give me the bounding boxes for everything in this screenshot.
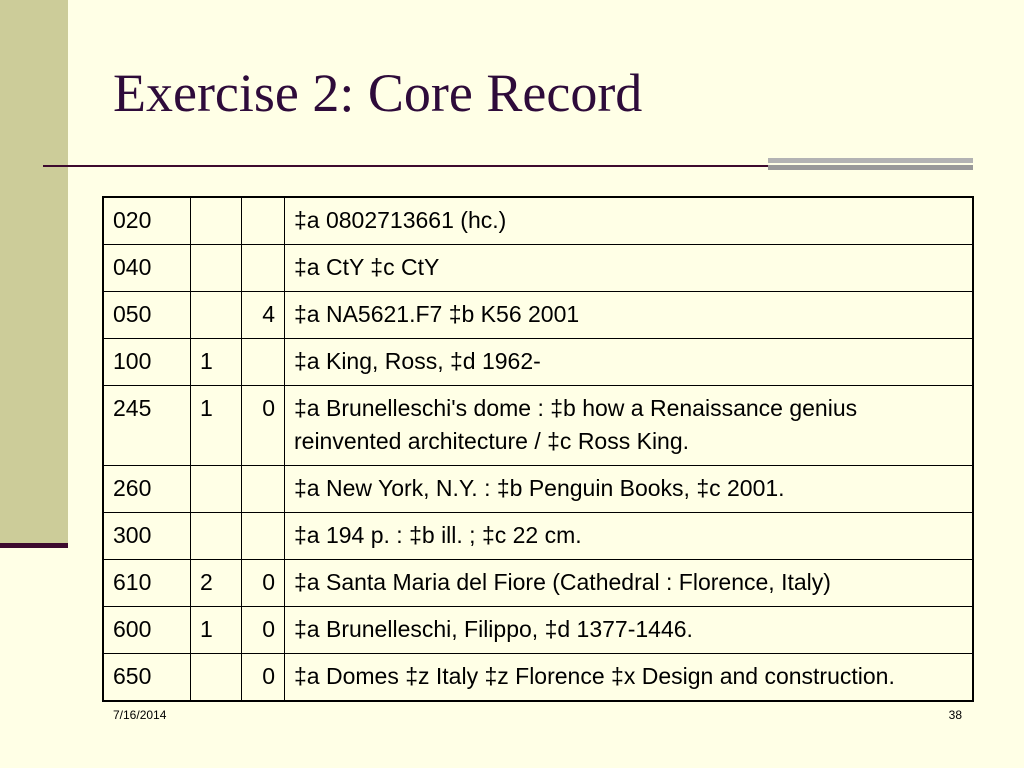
indicator-2 xyxy=(241,196,285,245)
field-content: ‡a NA5621.F7 ‡b K56 2001 xyxy=(284,291,974,339)
field-content: ‡a New York, N.Y. : ‡b Penguin Books, ‡c… xyxy=(284,465,974,513)
field-tag: 050 xyxy=(102,291,191,339)
table-row: 050 4 ‡a NA5621.F7 ‡b K56 2001 xyxy=(102,291,974,339)
indicator-2 xyxy=(241,244,285,292)
field-content: ‡a 0802713661 (hc.) xyxy=(284,196,974,245)
indicator-2: 0 xyxy=(241,385,285,466)
field-content: ‡a 194 p. : ‡b ill. ; ‡c 22 cm. xyxy=(284,512,974,560)
accent-bar-top xyxy=(768,158,973,163)
indicator-1: 1 xyxy=(190,606,242,654)
field-tag: 260 xyxy=(102,465,191,513)
left-decorative-bar xyxy=(0,0,68,545)
field-tag: 600 xyxy=(102,606,191,654)
field-content: ‡a Brunelleschi's dome : ‡b how a Renais… xyxy=(284,385,974,466)
table-row: 020 ‡a 0802713661 (hc.) xyxy=(102,196,974,245)
accent-bar-bottom xyxy=(768,165,973,170)
indicator-1 xyxy=(190,196,242,245)
field-tag: 610 xyxy=(102,559,191,607)
table-row: 100 1 ‡a King, Ross, ‡d 1962- xyxy=(102,338,974,386)
field-content: ‡a CtY ‡c CtY xyxy=(284,244,974,292)
field-content: ‡a Domes ‡z Italy ‡z Florence ‡x Design … xyxy=(284,653,974,702)
indicator-1: 2 xyxy=(190,559,242,607)
footer-page-number: 38 xyxy=(948,708,962,722)
field-content: ‡a King, Ross, ‡d 1962- xyxy=(284,338,974,386)
indicator-2 xyxy=(241,512,285,560)
indicator-2: 0 xyxy=(241,559,285,607)
field-tag: 650 xyxy=(102,653,191,702)
table-row: 260 ‡a New York, N.Y. : ‡b Penguin Books… xyxy=(102,465,974,513)
table-row: 610 2 0 ‡a Santa Maria del Fiore (Cathed… xyxy=(102,559,974,607)
field-tag: 100 xyxy=(102,338,191,386)
slide-title: Exercise 2: Core Record xyxy=(113,63,643,123)
footer-date: 7/16/2014 xyxy=(113,708,167,722)
field-tag: 300 xyxy=(102,512,191,560)
field-content: ‡a Santa Maria del Fiore (Cathedral : Fl… xyxy=(284,559,974,607)
indicator-1 xyxy=(190,653,242,702)
title-accent-bars xyxy=(768,158,973,178)
marc-record-table: 020 ‡a 0802713661 (hc.) 040 ‡a CtY ‡c Ct… xyxy=(102,196,974,702)
left-bar-underline xyxy=(0,543,68,548)
field-tag: 020 xyxy=(102,196,191,245)
table-row: 300 ‡a 194 p. : ‡b ill. ; ‡c 22 cm. xyxy=(102,512,974,560)
indicator-2: 4 xyxy=(241,291,285,339)
table-row: 245 1 0 ‡a Brunelleschi's dome : ‡b how … xyxy=(102,385,974,466)
title-rule xyxy=(43,165,778,167)
table-row: 650 0 ‡a Domes ‡z Italy ‡z Florence ‡x D… xyxy=(102,653,974,702)
indicator-2: 0 xyxy=(241,653,285,702)
indicator-2: 0 xyxy=(241,606,285,654)
field-tag: 245 xyxy=(102,385,191,466)
field-content: ‡a Brunelleschi, Filippo, ‡d 1377-1446. xyxy=(284,606,974,654)
indicator-1: 1 xyxy=(190,385,242,466)
indicator-2 xyxy=(241,338,285,386)
indicator-1 xyxy=(190,465,242,513)
field-tag: 040 xyxy=(102,244,191,292)
indicator-1 xyxy=(190,291,242,339)
indicator-1: 1 xyxy=(190,338,242,386)
indicator-2 xyxy=(241,465,285,513)
indicator-1 xyxy=(190,512,242,560)
table-row: 040 ‡a CtY ‡c CtY xyxy=(102,244,974,292)
indicator-1 xyxy=(190,244,242,292)
table-row: 600 1 0 ‡a Brunelleschi, Filippo, ‡d 137… xyxy=(102,606,974,654)
